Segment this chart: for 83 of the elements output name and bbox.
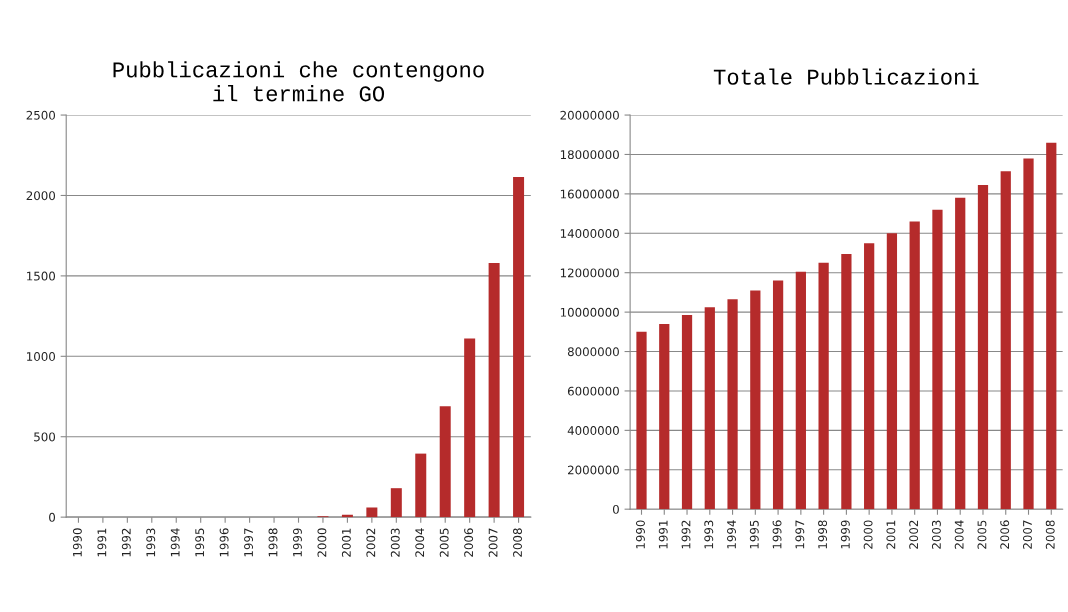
y-tick-label: 2000: [26, 191, 56, 201]
bar: [513, 176, 525, 518]
bar: [977, 185, 989, 510]
x-tick-label: 2008: [513, 528, 522, 557]
bar: [390, 488, 402, 518]
x-tick-label: 2001: [886, 520, 896, 549]
x-tick-label: 2004: [954, 520, 964, 549]
bar: [366, 507, 378, 518]
y-tick-label: 4000000: [567, 426, 619, 436]
y-tick-label: 18000000: [560, 150, 619, 160]
bar: [439, 406, 451, 518]
x-tick-label: 1991: [658, 520, 668, 549]
y-tick-label: 1500: [27, 271, 56, 281]
x-tick-label: 2006: [1000, 520, 1010, 549]
bar: [1023, 158, 1034, 510]
bar: [750, 290, 761, 510]
x-tick-label: 1999: [293, 528, 302, 557]
x-tick-label: 2008: [1045, 520, 1055, 549]
bar: [818, 262, 829, 510]
bar: [932, 209, 943, 510]
x-tick-label: 2001: [341, 528, 351, 557]
x-tick-label: 2007: [1023, 520, 1032, 549]
x-tick-label: 1995: [195, 528, 205, 557]
y-tick-label: 6000000: [567, 386, 619, 396]
bar: [415, 453, 427, 518]
bar: [488, 263, 500, 518]
bar: [841, 253, 852, 510]
bar: [659, 323, 670, 510]
y-tick-label: 1000: [27, 352, 56, 361]
x-tick-label: 1993: [146, 528, 156, 557]
y-tick-label: 2000000: [567, 465, 619, 475]
bar: [909, 221, 920, 510]
bar: [795, 271, 806, 510]
x-tick-label: 1996: [772, 520, 782, 549]
chart-title: Totale Pubblicazioni: [713, 68, 979, 85]
bar: [464, 338, 476, 518]
x-tick-label: 1994: [170, 528, 180, 557]
x-tick-label: 2003: [931, 520, 941, 549]
x-tick-label: 1990: [636, 520, 645, 549]
x-tick-label: 1996: [219, 528, 229, 557]
y-tick-label: 0: [612, 504, 619, 514]
x-tick-label: 1991: [97, 528, 107, 557]
x-tick-label: 1993: [704, 520, 714, 549]
y-tick-label: 14000000: [560, 229, 619, 238]
x-tick-label: 2004: [415, 528, 425, 557]
bar: [636, 331, 647, 510]
y-tick-label: 16000000: [560, 189, 619, 199]
x-tick-label: 1990: [72, 528, 82, 557]
bar: [772, 280, 784, 510]
bar: [864, 243, 875, 510]
x-tick-label: 1994: [727, 520, 736, 549]
y-tick-label: 10000000: [560, 307, 619, 317]
x-tick-label: 2000: [317, 528, 327, 557]
x-tick-label: 2005: [439, 528, 449, 557]
x-tick-label: 1992: [681, 520, 691, 549]
x-tick-label: 2002: [366, 528, 376, 557]
x-tick-label: 2006: [464, 528, 474, 557]
y-tick-label: 12000000: [560, 268, 619, 278]
x-tick-label: 1995: [749, 520, 759, 549]
bar: [886, 233, 898, 510]
bar: [1000, 171, 1011, 510]
bar: [1046, 142, 1057, 510]
y-tick-label: 20000000: [560, 110, 619, 120]
y-tick-label: 0: [49, 512, 56, 522]
bar: [704, 307, 715, 510]
bar: [955, 197, 966, 510]
y-tick-label: 500: [34, 432, 56, 442]
x-tick-label: 1998: [818, 520, 828, 549]
x-tick-label: 1997: [244, 528, 254, 557]
x-tick-label: 1992: [121, 528, 131, 557]
bar: [681, 315, 693, 510]
x-tick-label: 2005: [977, 520, 987, 549]
chart-title: Pubblicazioni che contengono il termine GO: [113, 61, 484, 102]
x-tick-label: 1998: [268, 528, 278, 557]
x-tick-label: 2003: [390, 528, 400, 557]
y-tick-label: 2500: [26, 110, 56, 120]
x-tick-label: 1999: [840, 520, 850, 549]
x-tick-label: 2007: [488, 528, 498, 557]
x-tick-label: 2000: [863, 520, 873, 549]
x-tick-label: 1997: [795, 520, 805, 549]
bar: [727, 299, 738, 510]
x-tick-label: 2002: [909, 520, 919, 549]
y-tick-label: 8000000: [567, 347, 619, 357]
